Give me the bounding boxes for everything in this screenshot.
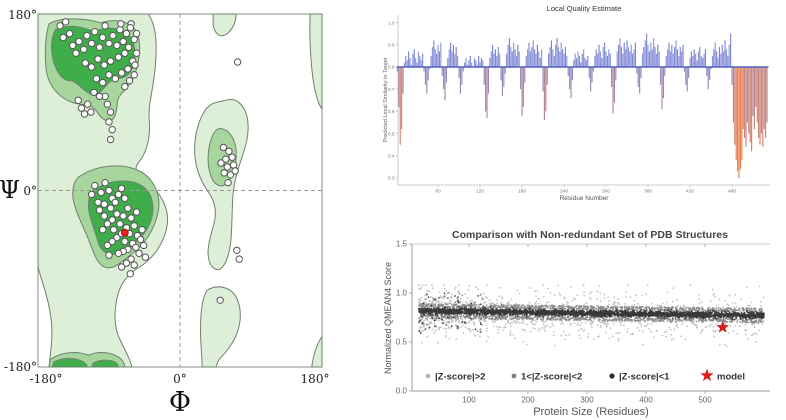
svg-text:1.0: 1.0 [388,20,395,26]
svg-text:400: 400 [639,396,653,405]
legend-label-z-lt-1: |Z-score|<1 [619,372,670,383]
rama-grid [38,14,322,367]
svg-text:360: 360 [644,189,652,195]
legend-dot-z-1-2 [511,373,517,379]
svg-text:0.0: 0.0 [396,387,408,396]
svg-text:300: 300 [580,396,594,405]
model-star-marker [716,320,730,333]
svg-text:0.3: 0.3 [388,176,395,182]
svg-text:500: 500 [698,396,712,405]
legend-dot-z-lt-1 [609,373,615,379]
svg-text:1.5: 1.5 [396,240,408,249]
svg-text:0.5: 0.5 [388,131,395,137]
rama-axis-labels: 180° Ψ 0° -180° -180° 0° 180° Φ [0,8,329,418]
qmean-ylabel: Normalized QMEAN4 Score [383,262,393,374]
psi-tick-neg180: -180° [4,360,37,374]
local-quality-svg: Local Quality Estimate Predicted Local S… [383,4,770,202]
svg-text:480: 480 [728,189,736,195]
svg-text:0.7: 0.7 [388,87,395,93]
psi-tick-180: 180° [8,8,37,22]
model-residue-dot [120,228,129,237]
legend-star-icon [700,368,714,382]
phi-tick-180: 180° [301,372,330,386]
svg-text:240: 240 [560,189,568,195]
legend-label-z-gt-2: |Z-score|>2 [435,372,485,383]
qmean-legend: |Z-score|>2 1<|Z-score|<2 |Z-score|<1 mo… [425,368,745,383]
svg-text:420: 420 [686,189,694,195]
svg-text:120: 120 [476,189,484,195]
svg-text:100: 100 [462,396,476,405]
phi-tick-neg180: -180° [30,372,63,386]
svg-text:0.6: 0.6 [388,109,395,115]
local-quality-bars [396,33,768,178]
qmean-svg: Comparison with Non-redundant Set of PDB… [383,229,770,418]
svg-text:0.9: 0.9 [388,43,395,49]
qmean-comparison-panel: Comparison with Non-redundant Set of PDB… [380,218,786,420]
phi-axis-label: Φ [169,387,191,418]
qmean-ticks: 0.0 0.5 1.0 1.5 100 200 300 400 500 [396,240,712,405]
psi-axis-label: Ψ [0,176,20,204]
legend-label-z-1-2: 1<|Z-score|<2 [521,372,582,383]
local-quality-title: Local Quality Estimate [547,4,622,13]
ramachandran-svg: 180° Ψ 0° -180° -180° 0° 180° Φ [0,8,329,418]
svg-text:200: 200 [521,396,535,405]
svg-text:1.0: 1.0 [396,289,408,298]
qmean-title: Comparison with Non-redundant Set of PDB… [452,229,728,241]
legend-label-model: model [717,372,745,383]
svg-text:0.8: 0.8 [388,65,395,71]
ramachandran-plot-panel: 180° Ψ 0° -180° -180° 0° 180° Φ [0,0,360,420]
local-quality-panel: Local Quality Estimate Predicted Local S… [380,0,786,212]
local-quality-xlabel: Residue Number [560,195,610,202]
legend-dot-z-gt-2 [425,373,431,379]
svg-text:300: 300 [602,189,610,195]
phi-tick-0: 0° [173,372,187,386]
svg-text:60: 60 [435,189,441,195]
psi-tick-0: 0° [23,184,37,198]
qmean-points [418,284,765,348]
qmean-xlabel: Protein Size (Residues) [533,406,649,418]
svg-text:0.4: 0.4 [388,154,395,160]
svg-text:180: 180 [518,189,526,195]
local-quality-ticks: 1.0 0.9 0.8 0.7 0.6 0.5 0.4 0.3 60 120 180 240 300 36… [388,20,736,194]
local-quality-ylabel: Predicted Local Similarity to Target [383,57,389,142]
svg-text:0.5: 0.5 [396,338,408,347]
rama-points [56,18,243,304]
